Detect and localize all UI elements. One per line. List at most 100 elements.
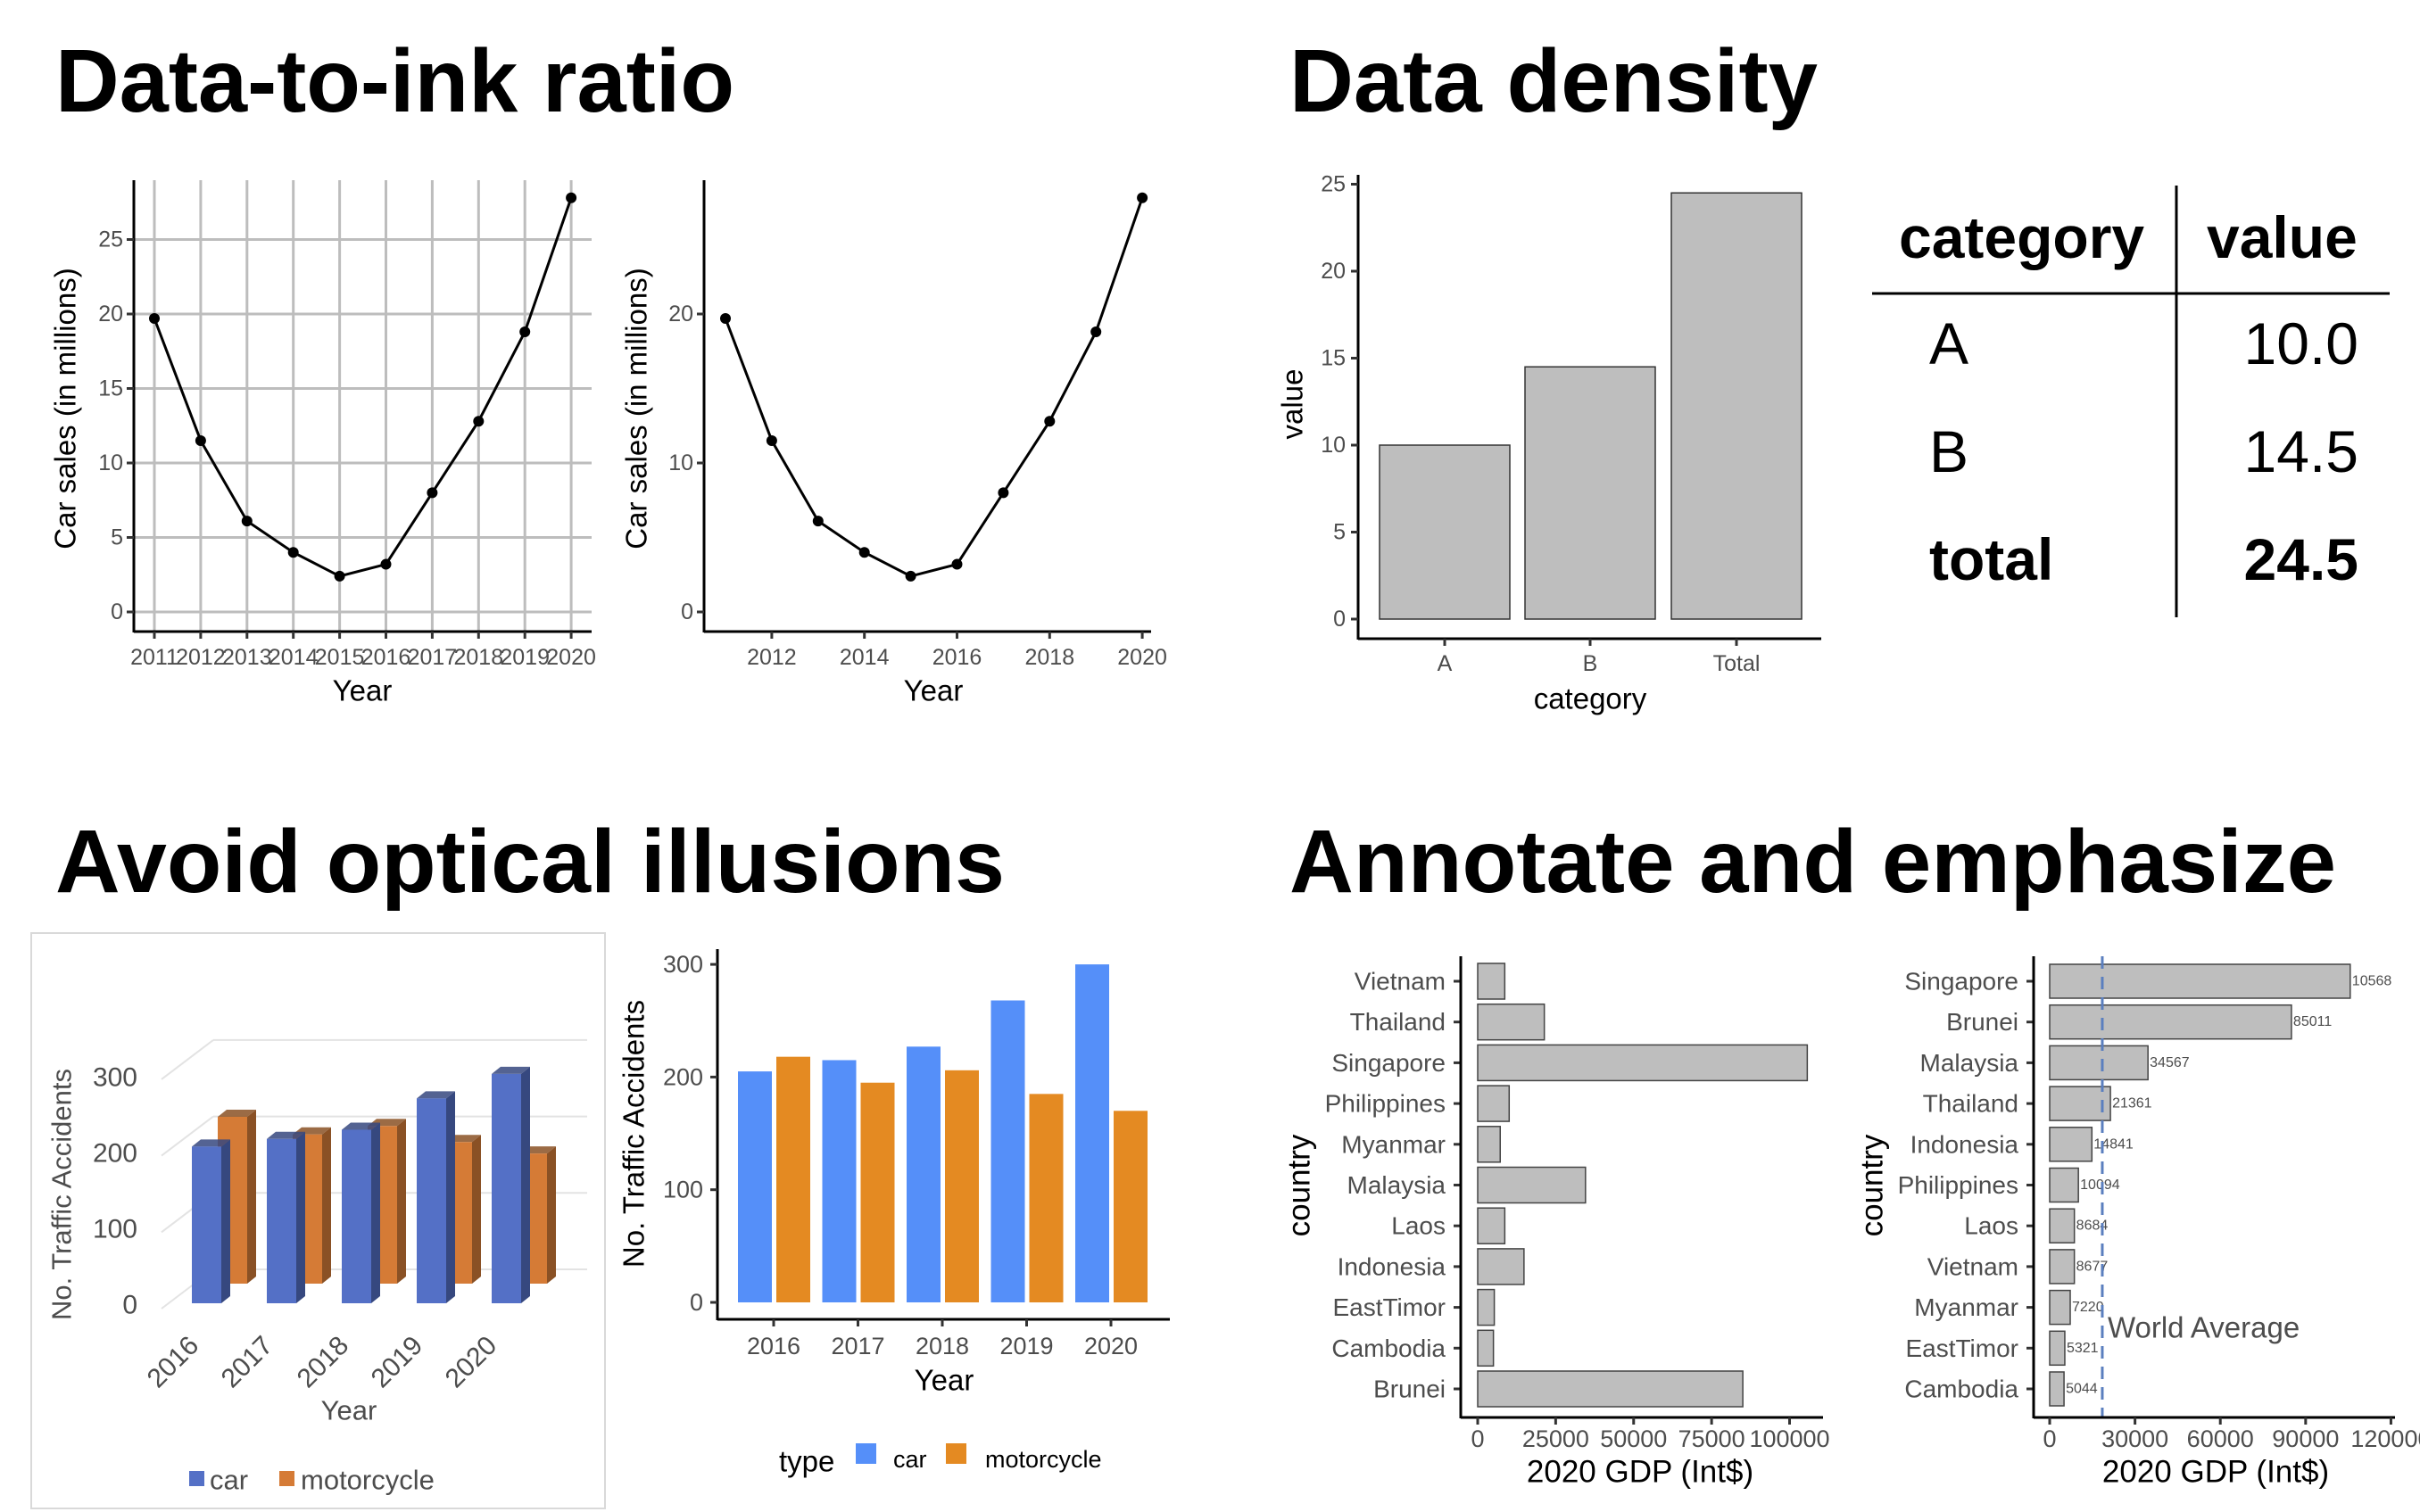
horizontal-bar-chart-2: Singapore 10568 Brunei 85011 Malaysia 34567 Th… [1855, 956, 2420, 1490]
bar-cambodia [2049, 1371, 2065, 1407]
bar-side-face [296, 1131, 305, 1303]
legend-swatch-car [189, 1471, 204, 1486]
bar-front-face [417, 1098, 446, 1303]
data-point [149, 313, 160, 325]
x-tick-label: 100000 [1749, 1425, 1829, 1452]
bar-motorcycle-2016 [218, 1109, 256, 1284]
y-tick-label: 20 [1321, 259, 1346, 284]
legend-swatch-motorcycle [279, 1471, 294, 1486]
x-tick-label: 90000 [2272, 1425, 2339, 1452]
x-tick-label: 30000 [2101, 1425, 2168, 1452]
y-axis-title: country [1282, 1134, 1317, 1236]
data-point [380, 558, 392, 570]
data-point [427, 487, 438, 499]
y-tick-label: 10 [98, 450, 123, 475]
x-tick-label: 2017 [831, 1333, 884, 1359]
x-tick-label: 2019 [500, 645, 550, 670]
bar-motorcycle-2017 [860, 1082, 895, 1302]
bar-value-label: 8677 [2076, 1259, 2109, 1274]
bar-car-2018 [342, 1122, 380, 1303]
bar-motorcycle-2020 [1114, 1111, 1148, 1302]
x-tick-label: 2018 [916, 1333, 969, 1359]
cell-value: 10.0 [2244, 310, 2358, 376]
table-row: A 10.0 [1929, 310, 2358, 376]
y-tick-label: Vietnam [1927, 1252, 2018, 1280]
bar-top-face [417, 1091, 455, 1099]
legend-label-car: car [893, 1446, 927, 1473]
data-point [858, 547, 870, 558]
data-point [334, 570, 345, 582]
y-axis-title: value [1276, 369, 1309, 440]
bar-value-label: 14841 [2093, 1136, 2134, 1152]
x-axis-title: Year [904, 674, 964, 707]
bar-brunei [1477, 1370, 1744, 1408]
column-header-category: category [1899, 204, 2144, 270]
bar-motorcycle-2019 [1029, 1094, 1064, 1302]
x-tick-label: 2018 [1024, 645, 1074, 670]
data-point [287, 547, 299, 558]
x-tick-label: 2017 [408, 645, 458, 670]
bar-top-face [192, 1139, 230, 1147]
x-tick-label: 2012 [747, 645, 797, 670]
bar-car-2017 [267, 1131, 305, 1303]
bar-indonesia [2049, 1127, 2093, 1162]
bar-myanmar [2049, 1289, 2071, 1326]
y-tick-label: Brunei [1946, 1008, 2018, 1036]
y-tick-label: 300 [663, 951, 703, 978]
y-tick-label: Thailand [1350, 1008, 1446, 1036]
y-tick-label: Brunei [1373, 1376, 1446, 1403]
bar-value-label: 34567 [2150, 1055, 2190, 1070]
data-point [720, 313, 731, 325]
y-tick-label: Cambodia [1331, 1334, 1446, 1362]
x-tick-label: 60000 [2187, 1425, 2254, 1452]
heading-data-density: Data density [1289, 31, 1818, 131]
heading-optical-illusions: Avoid optical illusions [55, 812, 1005, 912]
x-tick-label: 75000 [1678, 1425, 1745, 1452]
x-tick-label: 0 [1471, 1425, 1484, 1452]
bar-side-face [521, 1066, 530, 1303]
bar-value-label: 5321 [2067, 1341, 2099, 1356]
bar-thailand [1477, 1003, 1546, 1041]
data-point [1044, 416, 1056, 427]
data-point [905, 570, 916, 582]
legend-swatch-motorcycle [946, 1443, 966, 1464]
bar-top-face [342, 1122, 380, 1130]
cell-value: 14.5 [2244, 418, 2358, 484]
bar-motorcycle-2018 [945, 1070, 979, 1302]
data-line [153, 197, 573, 578]
data-point [812, 516, 824, 527]
summary-table: category value A 10.0 B 14.5 total 24.5 [1872, 186, 2390, 617]
bar-car-2019 [990, 1000, 1025, 1302]
x-tick-label: 0 [2043, 1425, 2056, 1452]
y-tick-label: Vietnam [1355, 968, 1446, 996]
bar-car-2016 [192, 1139, 230, 1303]
bar-singapore [2049, 963, 2351, 999]
y-tick-label: EastTimor [1332, 1293, 1446, 1321]
bar-value-label: 8684 [2076, 1219, 2109, 1234]
y-tick-label: Indonesia [1338, 1252, 1446, 1280]
bar-front-face [192, 1146, 221, 1303]
bar-car-2017 [822, 1060, 857, 1302]
bar-side-face [446, 1091, 455, 1303]
y-tick-label: Laos [1964, 1212, 2018, 1240]
bar-total [1670, 192, 1803, 620]
y-tick-label: Myanmar [1341, 1130, 1446, 1158]
bar-value-label: 7220 [2072, 1300, 2104, 1315]
y-tick-label: Cambodia [1904, 1376, 2018, 1403]
bar-side-face [472, 1135, 481, 1284]
data-point [195, 434, 206, 446]
x-axis-title: 2020 GDP (Int$) [1527, 1455, 1753, 1490]
heading-data-to-ink: Data-to-ink ratio [55, 31, 734, 131]
y-tick-label: 0 [690, 1289, 703, 1316]
y-tick-label: 10 [1321, 433, 1346, 458]
bar-car-2018 [907, 1046, 941, 1302]
bar-laos [1477, 1207, 1506, 1244]
data-point [1137, 192, 1148, 203]
bar-b [1524, 366, 1656, 620]
bar-value-label: 21361 [2112, 1096, 2152, 1111]
x-tick-label: 2016 [361, 645, 411, 670]
data-point [241, 516, 253, 527]
y-tick-label: 200 [93, 1139, 137, 1169]
